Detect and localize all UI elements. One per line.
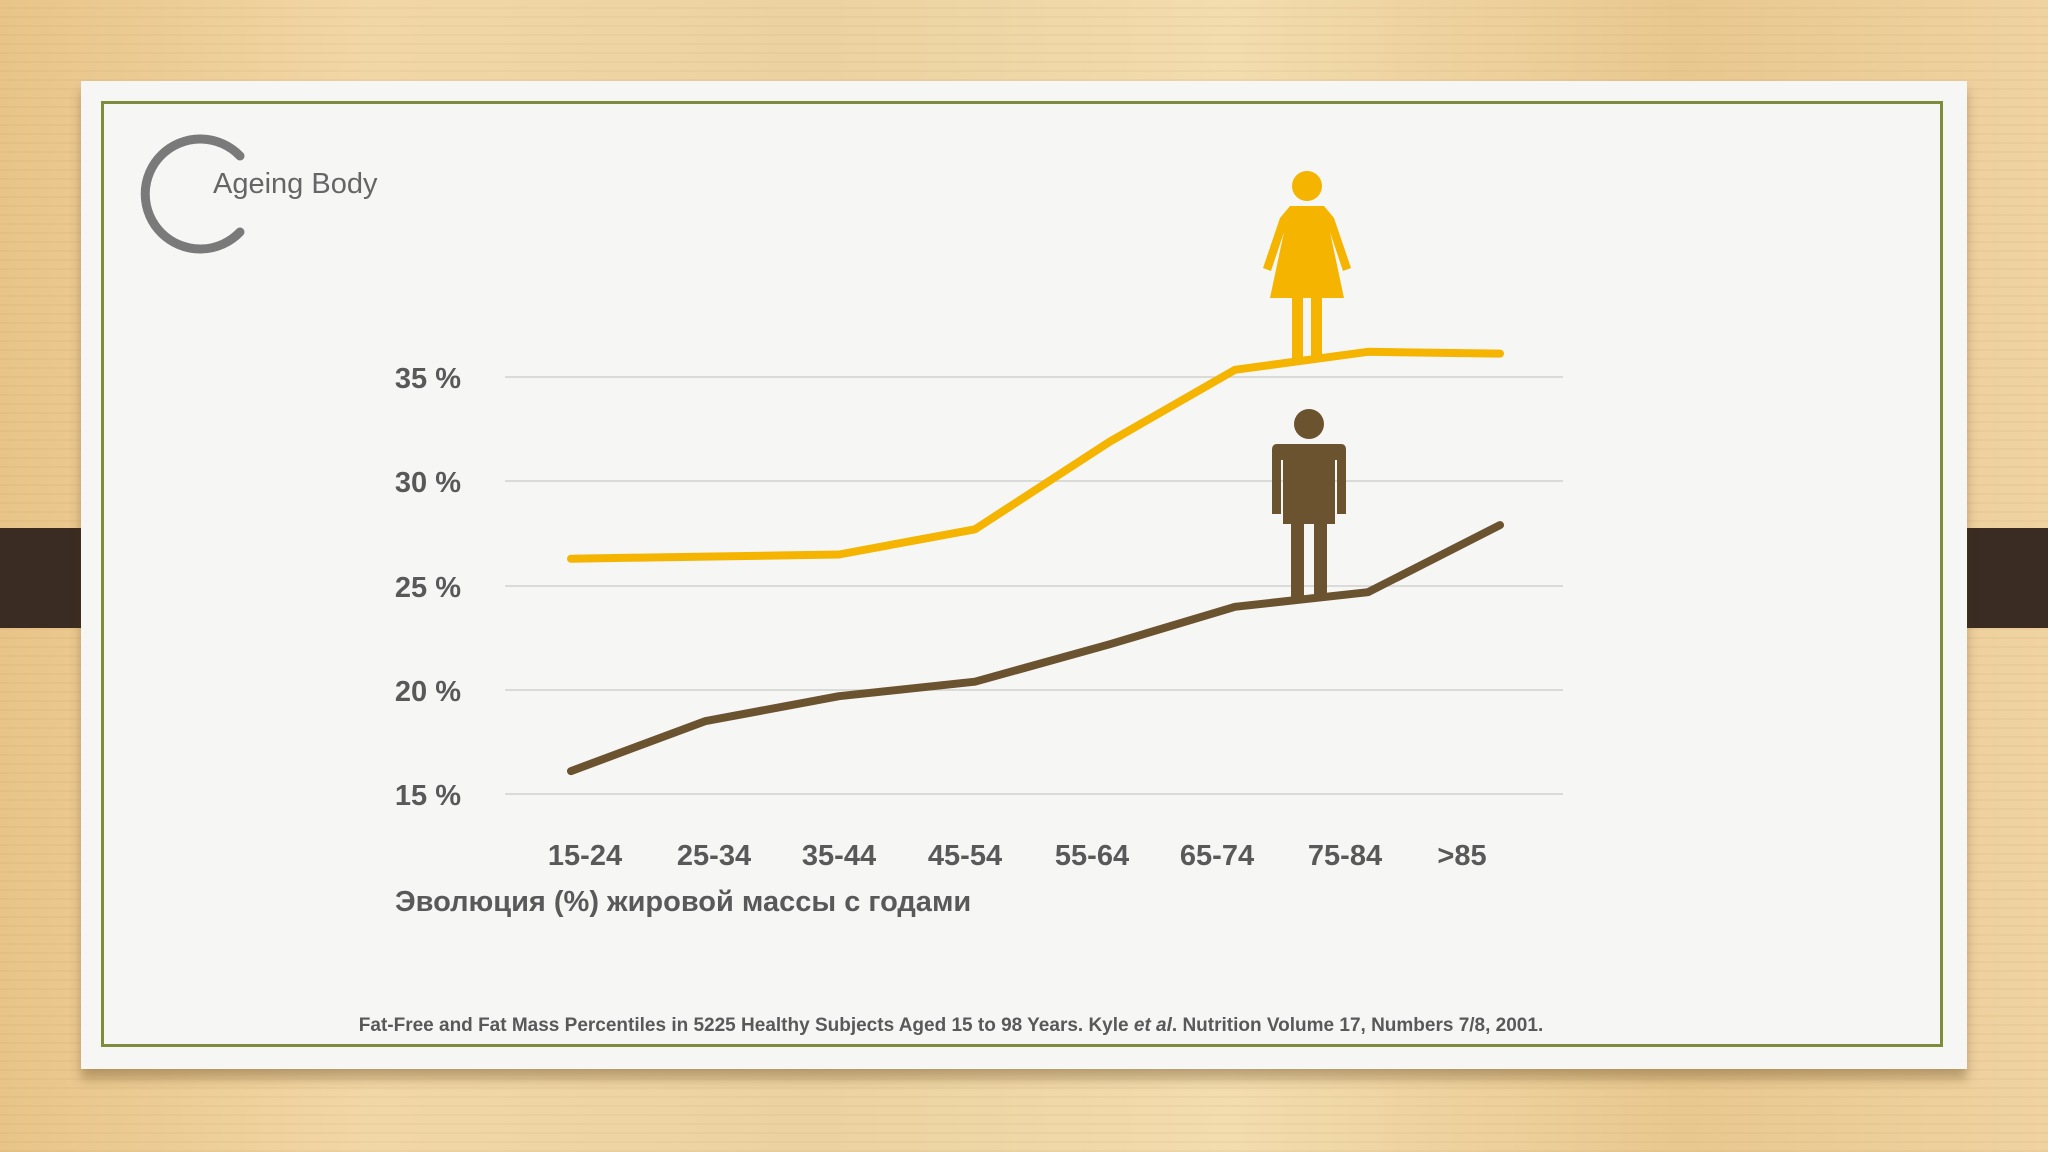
female-series-line [567, 347, 1504, 563]
male-figure-icon [1272, 409, 1346, 598]
x-tick-label: 25-34 [677, 840, 751, 872]
x-tick-label: 15-24 [548, 840, 622, 872]
slide-card [81, 81, 1967, 1069]
x-tick-label: 45-54 [928, 840, 1002, 872]
x-tick-label: 65-74 [1180, 840, 1254, 872]
source-text-end: . Nutrition Volume 17, Numbers 7/8, 2001… [1171, 1015, 1544, 1036]
y-tick-label: 35 % [395, 363, 461, 395]
x-tick-label: 55-64 [1055, 840, 1129, 872]
source-text: Fat-Free and Fat Mass Percentiles in 522… [358, 1015, 1134, 1036]
male-series-line [567, 521, 1504, 776]
source-citation: Fat-Free and Fat Mass Percentiles in 522… [0, 1015, 1902, 1037]
y-tick-label: 15 % [395, 780, 461, 812]
x-tick-label: >85 [1437, 840, 1486, 872]
y-tick-label: 20 % [395, 676, 461, 708]
circle-arc-logo-icon [140, 134, 245, 254]
female-figure-icon [1263, 171, 1351, 358]
y-tick-label: 25 % [395, 572, 461, 604]
x-tick-label: 35-44 [802, 840, 876, 872]
chart-caption: Эволюция (%) жировой массы с годами [395, 886, 972, 918]
y-tick-label: 30 % [395, 467, 461, 499]
slide-frame [101, 101, 1943, 1047]
source-italic: et al [1133, 1015, 1172, 1036]
brand-title: Ageing Body [213, 168, 378, 200]
x-tick-label: 75-84 [1308, 840, 1382, 872]
